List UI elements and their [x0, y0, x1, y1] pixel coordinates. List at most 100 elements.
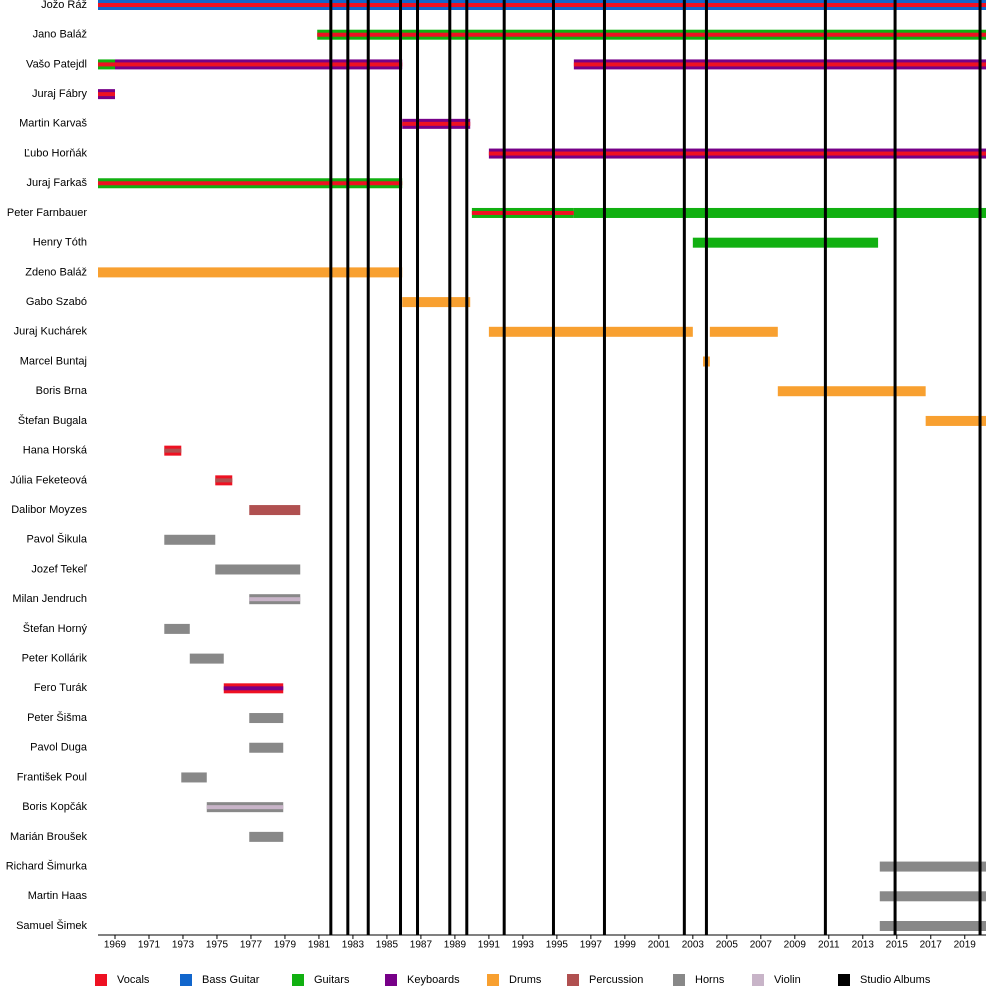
legend-label: Bass Guitar [202, 974, 260, 986]
legend-swatch [385, 974, 397, 986]
legend-label: Horns [695, 974, 725, 986]
legend-swatch [567, 974, 579, 986]
x-tick-label: 1989 [444, 940, 467, 951]
x-tick-label: 2005 [716, 940, 739, 951]
member-name: Peter Farnbauer [7, 207, 87, 219]
role-stripe [249, 597, 301, 602]
member-name: Martin Haas [28, 890, 88, 902]
member-name: Štefan Horný [23, 622, 88, 635]
member-name: Vašo Patejdl [26, 58, 87, 70]
legend-label: Studio Albums [860, 974, 931, 986]
x-tick-label: 2009 [784, 940, 807, 951]
member-name: Samuel Šimek [16, 919, 87, 932]
member-name: Marián Broušek [10, 831, 88, 843]
legend-label: Percussion [589, 974, 643, 986]
legend-label: Drums [509, 974, 542, 986]
member-bar [488, 326, 693, 337]
role-stripe [215, 478, 233, 483]
x-tick-label: 1993 [512, 940, 535, 951]
role-stripe [471, 210, 574, 215]
legend-swatch [95, 974, 107, 986]
member-name: Ľubo Horňák [24, 147, 87, 159]
member-name: Martin Karvaš [19, 118, 87, 130]
member-bar [249, 713, 284, 724]
x-tick-label: 1997 [580, 940, 603, 951]
legend-swatch [838, 974, 850, 986]
role-stripe [206, 805, 284, 810]
member-bar [925, 415, 986, 426]
member-bar [402, 297, 471, 308]
legend-swatch [673, 974, 685, 986]
role-stripe [223, 686, 284, 691]
member-name: Pavol Šikula [26, 533, 87, 546]
member-name: Milan Jendruch [12, 593, 87, 605]
x-tick-label: 1985 [376, 940, 399, 951]
member-bar [181, 772, 207, 783]
x-tick-label: 2013 [852, 940, 875, 951]
role-stripe [573, 62, 986, 67]
member-name: Henry Tóth [33, 237, 87, 249]
x-tick-label: 1999 [614, 940, 637, 951]
x-tick-label: 1987 [410, 940, 433, 951]
legend-swatch [487, 974, 499, 986]
member-bar [692, 237, 879, 248]
member-name: Peter Šišma [27, 711, 88, 724]
member-name: Pavol Duga [30, 742, 88, 754]
member-bar [249, 505, 301, 516]
x-tick-label: 1981 [308, 940, 331, 951]
legend-swatch [752, 974, 764, 986]
x-tick-label: 2003 [682, 940, 705, 951]
legend-label: Guitars [314, 974, 350, 986]
role-stripe [98, 181, 403, 186]
role-stripe [98, 92, 115, 97]
member-bar [777, 386, 926, 397]
x-tick-label: 1977 [240, 940, 263, 951]
member-name: Štefan Bugala [18, 414, 88, 427]
x-tick-label: 2017 [920, 940, 943, 951]
role-stripe [402, 121, 471, 126]
legend-label: Vocals [117, 974, 150, 986]
x-tick-label: 1979 [274, 940, 297, 951]
x-tick-label: 1971 [138, 940, 161, 951]
member-bar [879, 891, 986, 902]
x-tick-label: 1975 [206, 940, 229, 951]
member-bar [249, 831, 284, 842]
x-tick-label: 1995 [546, 940, 569, 951]
member-name: Marcel Buntaj [20, 355, 87, 367]
member-name: Fero Turák [34, 682, 88, 694]
role-stripe [164, 448, 182, 453]
member-name: Dalibor Moyzes [11, 504, 87, 516]
x-tick-label: 1983 [342, 940, 365, 951]
x-tick-label: 2001 [648, 940, 671, 951]
member-name: Jožo Ráž [41, 0, 87, 11]
member-name: František Poul [17, 771, 87, 783]
member-name: Juraj Kuchárek [14, 326, 88, 338]
legend-swatch [180, 974, 192, 986]
member-bar [573, 207, 986, 218]
member-name: Hana Horská [23, 445, 88, 457]
member-bar [164, 534, 216, 545]
member-bar [709, 326, 778, 337]
member-name: Boris Brna [36, 385, 88, 397]
x-tick-label: 1991 [478, 940, 501, 951]
member-name: Juraj Farkaš [26, 177, 87, 189]
member-name: Juraj Fábry [32, 88, 88, 100]
member-name: Gabo Szabó [26, 296, 87, 308]
member-bar [879, 921, 986, 931]
legend-label: Keyboards [407, 974, 460, 986]
member-name: Jozef Tekeľ [31, 563, 87, 575]
role-stripe [488, 151, 986, 156]
member-bar [215, 564, 301, 575]
x-tick-label: 2007 [750, 940, 773, 951]
member-name: Boris Kopčák [22, 801, 87, 813]
role-stripe [98, 3, 986, 7]
x-tick-label: 1973 [172, 940, 195, 951]
member-bar [98, 267, 403, 278]
member-name: Peter Kollárik [22, 653, 88, 665]
legend-swatch [292, 974, 304, 986]
role-stripe [317, 32, 986, 37]
member-name: Zdeno Baláž [25, 266, 87, 278]
member-bar [189, 653, 224, 664]
legend-label: Violin [774, 974, 801, 986]
